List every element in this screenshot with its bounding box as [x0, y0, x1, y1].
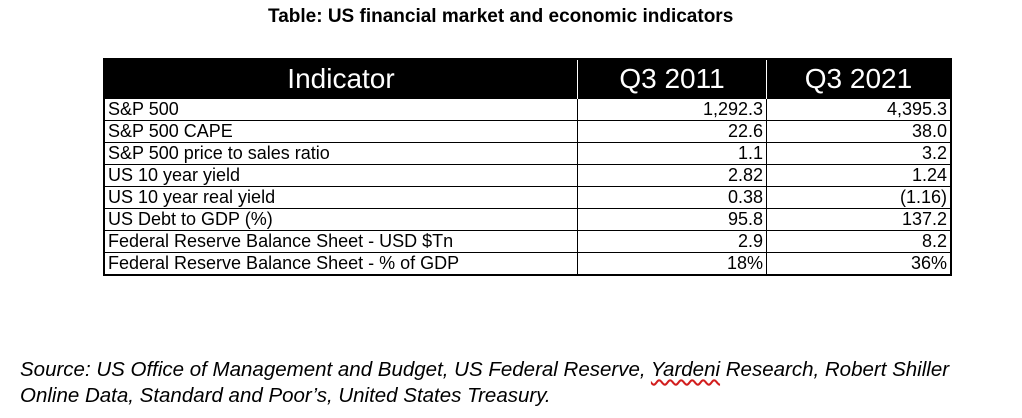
cell-indicator: S&P 500 — [103, 98, 578, 121]
header-indicator: Indicator — [104, 59, 578, 99]
cell-q3-2021: 4,395.3 — [766, 98, 952, 121]
cell-q3-2011: 22.6 — [577, 120, 767, 143]
header-q3-2011: Q3 2011 — [577, 59, 767, 99]
cell-indicator: US Debt to GDP (%) — [103, 208, 578, 231]
table-row: US 10 year real yield 0.38 (1.16) — [103, 186, 952, 209]
cell-q3-2011: 2.9 — [577, 230, 767, 253]
table-header-row: Indicator Q3 2011 Q3 2021 — [104, 59, 951, 99]
cell-q3-2011: 2.82 — [577, 164, 767, 187]
cell-indicator: S&P 500 CAPE — [103, 120, 578, 143]
source-note: Source: US Office of Management and Budg… — [20, 357, 1010, 409]
source-text-part2: Research, Robert Shiller Online Data, St… — [20, 358, 950, 407]
cell-q3-2011: 18% — [577, 252, 767, 276]
cell-q3-2021: 8.2 — [766, 230, 952, 253]
source-text-part1: Source: US Office of Management and Budg… — [20, 358, 651, 381]
cell-q3-2021: 36% — [766, 252, 952, 276]
table-row: Federal Reserve Balance Sheet - % of GDP… — [103, 252, 952, 276]
table-row: S&P 500 1,292.3 4,395.3 — [103, 98, 952, 121]
cell-q3-2021: 1.24 — [766, 164, 952, 187]
table-row: US 10 year yield 2.82 1.24 — [103, 164, 952, 187]
table-row: S&P 500 price to sales ratio 1.1 3.2 — [103, 142, 952, 165]
cell-q3-2021: 38.0 — [766, 120, 952, 143]
cell-q3-2021: 137.2 — [766, 208, 952, 231]
cell-q3-2011: 1.1 — [577, 142, 767, 165]
cell-indicator: Federal Reserve Balance Sheet - USD $Tn — [103, 230, 578, 253]
cell-q3-2011: 1,292.3 — [577, 98, 767, 121]
indicators-table: Indicator Q3 2011 Q3 2021 S&P 500 1,292.… — [103, 58, 952, 276]
table-row: Federal Reserve Balance Sheet - USD $Tn … — [103, 230, 952, 253]
cell-q3-2011: 95.8 — [577, 208, 767, 231]
cell-indicator: US 10 year real yield — [103, 186, 578, 209]
cell-q3-2011: 0.38 — [577, 186, 767, 209]
table-row: US Debt to GDP (%) 95.8 137.2 — [103, 208, 952, 231]
cell-indicator: US 10 year yield — [103, 164, 578, 187]
table-title-text: Table: US financial market and economic … — [268, 6, 734, 27]
cell-indicator: Federal Reserve Balance Sheet - % of GDP — [103, 252, 578, 276]
cell-q3-2021: (1.16) — [766, 186, 952, 209]
cell-indicator: S&P 500 price to sales ratio — [103, 142, 578, 165]
table-row: S&P 500 CAPE 22.6 38.0 — [103, 120, 952, 143]
cell-q3-2021: 3.2 — [766, 142, 952, 165]
spellcheck-flagged-word[interactable]: Yardeni — [650, 358, 721, 381]
header-q3-2021: Q3 2021 — [766, 59, 951, 99]
